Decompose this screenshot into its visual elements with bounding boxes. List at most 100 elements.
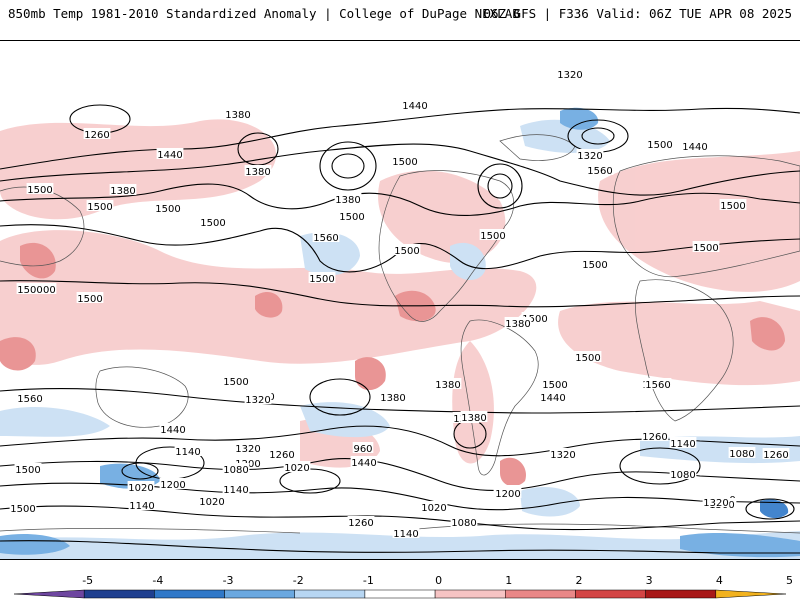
contour-label: 1500 xyxy=(17,285,42,296)
contour-label-bg xyxy=(391,155,419,166)
contour-label: 1440 xyxy=(682,142,707,153)
contour-label-bg xyxy=(479,229,507,240)
contour-label: 1440 xyxy=(402,101,427,112)
strong-warm-anomaly xyxy=(255,291,283,318)
anomaly-map: 1320 1440 1380 1260 1320 1440 1380 1500 1380 1500… xyxy=(0,40,800,560)
colorbar-tick-label: -1 xyxy=(363,574,374,587)
contour-label: 1500 xyxy=(10,504,35,515)
model-run-info: 06Z GFS | F336 Valid: 06Z TUE APR 08 202… xyxy=(483,6,792,21)
contour-label-bg xyxy=(159,423,187,434)
contour-label: 1380 xyxy=(435,380,460,391)
contour-label-bg xyxy=(669,437,697,448)
contour-label-bg xyxy=(393,244,421,255)
contour-label-bg xyxy=(312,231,340,242)
contour-label: 1500 xyxy=(522,314,547,325)
colorbar-cells xyxy=(13,589,787,599)
contour-label-bg xyxy=(234,457,262,468)
contour-label-bg xyxy=(222,375,250,386)
contour-label-bg xyxy=(574,351,602,362)
contour-label-bg xyxy=(644,378,672,389)
contour-label: 1440 xyxy=(540,393,565,404)
contour-label: 1440 xyxy=(157,150,182,161)
contour-label-bg xyxy=(681,140,709,151)
contour-label-bg xyxy=(521,312,549,323)
map-canvas: 1320144013801260132014401380150013801500… xyxy=(0,68,800,559)
colorbar-tick-label: 5 xyxy=(786,574,793,587)
warm-anomaly-region xyxy=(558,301,800,386)
contour-label: 1500 xyxy=(647,140,672,151)
contour-label: 1320 xyxy=(235,444,260,455)
cold-anomaly-region xyxy=(300,402,390,438)
contour-label: 1380 xyxy=(505,319,530,330)
contour-label: 1560 xyxy=(17,394,42,405)
contour-label: 1500 xyxy=(693,243,718,254)
contour-label-bg xyxy=(26,183,54,194)
contour-label: 1320 xyxy=(703,498,728,509)
colorbar-cell xyxy=(154,589,225,599)
colorbar-tick-label: 3 xyxy=(646,574,653,587)
contour-label: 1500 xyxy=(309,274,334,285)
contour-label: 1080 xyxy=(670,470,695,481)
contour-label: 1500 xyxy=(542,380,567,391)
colorbar-cell xyxy=(224,589,295,599)
contour-label-bg xyxy=(222,463,250,474)
strong-warm-anomaly xyxy=(0,337,36,371)
cold-anomaly-region xyxy=(0,406,110,437)
contour-label: 1380 xyxy=(461,413,486,424)
strong-warm-anomaly xyxy=(500,457,526,487)
warm-anomaly-region xyxy=(0,119,277,220)
colorbar-tick-label: 1 xyxy=(505,574,512,587)
contour-label: 1260 xyxy=(269,450,294,461)
contour-label-bg xyxy=(224,108,252,119)
contour-label-bg xyxy=(127,481,155,492)
contour-label-bg xyxy=(719,199,747,210)
colorbar: -5 -4 -3 -2 -1 0 1 2 3 4 5 xyxy=(13,574,793,599)
contour-label-bg xyxy=(576,149,604,160)
contour-label: 1560 xyxy=(587,166,612,177)
contour-label: 1140 xyxy=(175,447,200,458)
contour-label-bg xyxy=(420,501,448,512)
contour-label-bg xyxy=(379,391,407,402)
contour-label-bg xyxy=(156,148,184,159)
contour-label-bg xyxy=(234,442,262,453)
strong-warm-anomaly xyxy=(355,357,386,391)
contour-label: 1140 xyxy=(393,529,418,540)
colorbar-tick-label: -4 xyxy=(152,574,163,587)
contour-label: 1080 xyxy=(223,465,248,476)
colorbar-cell xyxy=(83,589,155,599)
colorbar-cell xyxy=(715,589,787,599)
contour-label: 1260 xyxy=(348,518,373,529)
strong-warm-anomaly xyxy=(750,317,785,351)
contour-label: 1500 xyxy=(15,465,40,476)
contour-label: 1500 xyxy=(27,185,52,196)
colorbar-tick-label: -2 xyxy=(293,574,304,587)
contour-label-bg xyxy=(539,391,567,402)
contour-label: 1500 xyxy=(394,246,419,257)
contour-label: 1320 xyxy=(550,450,575,461)
colorbar-cell xyxy=(434,589,506,599)
contour-label-bg xyxy=(692,241,720,252)
contour-label: 1380 xyxy=(225,110,250,121)
colorbar-tick-label: -5 xyxy=(82,574,93,587)
contour-label-bg xyxy=(86,200,114,211)
contour-label: 960 xyxy=(353,444,372,455)
contour-label-bg xyxy=(541,378,569,389)
contour-label-bg xyxy=(728,447,756,458)
contour-label-bg xyxy=(586,164,614,175)
contour-label-bg xyxy=(244,165,272,176)
contour-label-bg xyxy=(434,378,462,389)
contour-label: 1500 xyxy=(480,231,505,242)
strong-cold-anomaly xyxy=(560,107,599,130)
contour-label-bg xyxy=(222,483,250,494)
colorbar-cell xyxy=(505,589,576,599)
contour-label: 1140 xyxy=(129,501,154,512)
contour-label-bg xyxy=(334,193,362,204)
contour-label-bg xyxy=(83,128,111,139)
contour-label: 1080 xyxy=(451,518,476,529)
contour-label: 1380 xyxy=(380,393,405,404)
warm-anomaly-region xyxy=(378,170,506,263)
contour-label-bg xyxy=(401,99,429,110)
contour-label-bg xyxy=(14,463,42,474)
contour-label: 1440 xyxy=(351,458,376,469)
contour-label: 1200 xyxy=(160,480,185,491)
